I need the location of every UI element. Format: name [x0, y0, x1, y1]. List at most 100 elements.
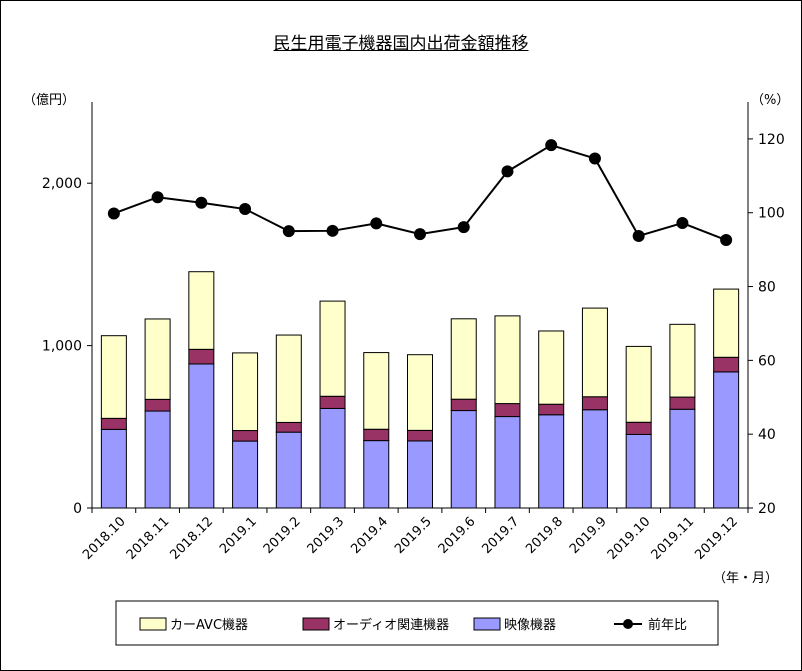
- legend-label: オーディオ関連機器: [333, 617, 449, 633]
- bar-segment: [363, 440, 390, 509]
- bar-segment: [581, 409, 608, 509]
- x-category-label: 2019.1: [217, 514, 260, 557]
- bar-segment: [407, 429, 433, 442]
- yoy-point: [282, 225, 295, 238]
- bar-segment: [494, 416, 521, 509]
- right-tick-label: 80: [758, 280, 776, 296]
- yoy-point: [239, 203, 252, 216]
- bar-segment: [232, 440, 259, 509]
- right-axis-unit: （%）: [751, 93, 790, 108]
- x-category-label: 2019.6: [436, 514, 479, 557]
- bar-segment: [363, 428, 390, 442]
- left-tick-label: 1,000: [42, 339, 82, 355]
- yoy-line: [113, 144, 727, 241]
- bar-segment: [538, 330, 565, 405]
- legend-label: 映像機器: [504, 618, 556, 633]
- bar-segment: [669, 396, 696, 410]
- legend-swatch: [302, 617, 330, 631]
- right-tick-label: 100: [758, 206, 785, 222]
- bar-segment: [100, 417, 127, 430]
- left-tick-label: 0: [73, 501, 82, 517]
- legend-label: 前年比: [648, 617, 687, 633]
- bar-segment: [319, 300, 346, 397]
- bar-segment: [188, 363, 215, 509]
- bar-segment: [713, 371, 740, 509]
- x-category-label: 2019.12: [692, 514, 741, 563]
- right-tick-label: 20: [758, 501, 776, 517]
- x-category-label: 2018.11: [124, 514, 173, 563]
- bar-segment: [669, 323, 696, 398]
- bar-segment: [275, 334, 302, 423]
- x-category-label: 2019.2: [261, 514, 304, 557]
- yoy-point: [545, 139, 558, 152]
- right-tick-label: 40: [758, 427, 776, 443]
- x-category-label: 2019.10: [605, 514, 654, 563]
- bar-segment: [407, 354, 433, 431]
- legend-label: カーAVC機器: [170, 618, 248, 633]
- x-category-label: 2019.9: [567, 514, 610, 557]
- left-tick-label: 2,000: [42, 176, 82, 192]
- x-category-label: 2019.4: [348, 514, 391, 557]
- yoy-point: [370, 217, 383, 230]
- yoy-point: [195, 196, 208, 209]
- yoy-point: [676, 217, 689, 230]
- bar-segment: [232, 352, 259, 432]
- bar-segment: [538, 414, 565, 509]
- bar-segment: [407, 440, 433, 509]
- bar-segment: [625, 421, 652, 435]
- bar-segment: [275, 421, 302, 433]
- right-tick-label: 60: [758, 353, 776, 369]
- bar-segment: [100, 428, 127, 509]
- x-category-label: 2019.3: [305, 514, 348, 557]
- bar-segment: [581, 307, 608, 398]
- yoy-point: [501, 165, 514, 178]
- yoy-point: [720, 234, 733, 247]
- bar-segment: [450, 410, 477, 509]
- bar-segment: [144, 318, 171, 400]
- x-category-label: 2019.7: [480, 514, 523, 557]
- yoy-point: [414, 228, 426, 241]
- yoy-point: [632, 229, 645, 242]
- bar-segment: [100, 335, 127, 419]
- yoy-point: [457, 221, 470, 234]
- yoy-point: [326, 224, 339, 237]
- bar-segment: [188, 271, 215, 350]
- legend-swatch: [139, 617, 167, 631]
- yoy-point: [107, 207, 120, 220]
- x-category-label: 2018.10: [80, 514, 129, 563]
- bar-segment: [581, 396, 608, 411]
- bar-segment: [538, 403, 565, 416]
- bar-segment: [713, 356, 740, 373]
- left-axis-unit: （億円）: [23, 93, 76, 108]
- yoy-point: [151, 191, 164, 204]
- right-tick-label: 120: [758, 132, 785, 148]
- bar-segment: [713, 288, 740, 358]
- x-category-label: 2019.5: [392, 514, 435, 557]
- x-category-label: 2018.12: [168, 514, 217, 563]
- x-axis-unit: （年・月）: [713, 571, 779, 586]
- bar-segment: [144, 398, 171, 412]
- x-category-label: 2019.11: [649, 514, 698, 563]
- bar-segment: [494, 403, 521, 418]
- bar-segment: [319, 407, 346, 509]
- bar-segment: [232, 430, 259, 442]
- x-category-label: 2019.8: [523, 514, 566, 557]
- bar-segment: [625, 345, 652, 423]
- legend-swatch: [473, 617, 501, 631]
- bar-segment: [450, 318, 477, 400]
- bar-segment: [144, 410, 171, 509]
- bar-segment: [625, 433, 652, 509]
- bar-segment: [319, 395, 346, 409]
- bar-segment: [450, 398, 477, 412]
- bar-segment: [188, 348, 215, 365]
- bar-segment: [669, 408, 696, 509]
- chart-title-text: 民生用電子機器国内出荷金額推移: [273, 34, 529, 54]
- bar-segment: [275, 431, 302, 509]
- bar-segment: [363, 352, 390, 430]
- bar-segment: [494, 315, 521, 405]
- legend-marker: [623, 619, 633, 629]
- chart-title: 民生用電子機器国内出荷金額推移: [1, 29, 801, 54]
- yoy-point: [588, 152, 601, 165]
